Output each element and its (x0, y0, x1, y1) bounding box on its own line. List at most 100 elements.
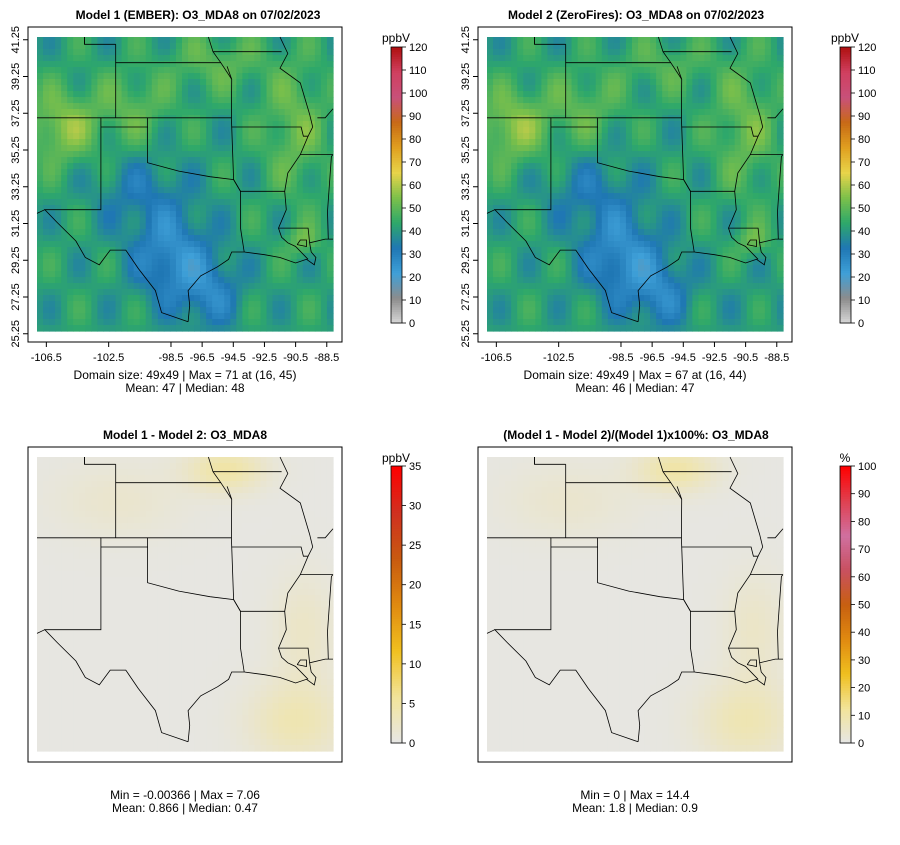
grid-cell (674, 325, 681, 332)
grid-cell (511, 265, 518, 272)
grid-cell (109, 241, 116, 248)
grid-cell (85, 205, 92, 212)
grid-cell (321, 55, 328, 62)
grid-cell (140, 241, 147, 248)
grid-cell (91, 193, 98, 200)
grid-cell (505, 61, 512, 68)
grid-cell (176, 145, 183, 152)
grid-cell (230, 151, 237, 158)
grid-cell (267, 259, 274, 266)
grid-cell (128, 193, 135, 200)
grid-cell (200, 181, 207, 188)
grid-cell (248, 169, 255, 176)
grid-cell (753, 37, 760, 44)
grid-cell (67, 67, 74, 74)
grid-cell (91, 325, 98, 332)
grid-cell (584, 97, 591, 104)
grid-cell (206, 313, 213, 320)
grid-cell (176, 289, 183, 296)
grid-cell (303, 127, 310, 134)
grid-cell (572, 91, 579, 98)
grid-cell (242, 73, 249, 80)
grid-cell (79, 73, 86, 80)
grid-cell (686, 319, 693, 326)
grid-cell (327, 181, 334, 188)
grid-cell (116, 307, 123, 314)
grid-cell (248, 235, 255, 242)
grid-cell (620, 181, 627, 188)
grid-cell (164, 55, 171, 62)
grid-cell (218, 151, 225, 158)
grid-cell (109, 79, 116, 86)
grid-cell (698, 55, 705, 62)
grid-cell (650, 127, 657, 134)
grid-cell (620, 283, 627, 290)
grid-cell (644, 43, 651, 50)
grid-cell (248, 217, 255, 224)
grid-cell (753, 325, 760, 332)
grid-cell (680, 193, 687, 200)
grid-cell (505, 241, 512, 248)
grid-cell (73, 67, 80, 74)
grid-cell (79, 259, 86, 266)
grid-cell (777, 145, 784, 152)
grid-cell (97, 229, 104, 236)
grid-cell (79, 205, 86, 212)
grid-cell (553, 157, 560, 164)
grid-cell (771, 163, 778, 170)
grid-cell (254, 187, 261, 194)
grid-cell (686, 49, 693, 56)
grid-cell (297, 67, 304, 74)
grid-cell (55, 157, 62, 164)
grid-cell (279, 199, 286, 206)
grid-cell (753, 121, 760, 128)
grid-cell (704, 103, 711, 110)
grid-cell (37, 193, 44, 200)
grid-cell (273, 289, 280, 296)
grid-cell (517, 55, 524, 62)
grid-cell (85, 253, 92, 260)
grid-cell (321, 181, 328, 188)
grid-cell (698, 85, 705, 92)
grid-cell (505, 211, 512, 218)
grid-cell (182, 205, 189, 212)
grid-cell (590, 133, 597, 140)
grid-cell (309, 163, 316, 170)
grid-cell (49, 133, 56, 140)
grid-cell (759, 79, 766, 86)
grid-cell (116, 223, 123, 230)
grid-cell (43, 43, 50, 50)
grid-cell (547, 109, 554, 116)
grid-cell (170, 247, 177, 254)
grid-cell (523, 253, 530, 260)
grid-cell (212, 145, 219, 152)
grid-cell (109, 229, 116, 236)
grid-cell (747, 91, 754, 98)
grid-cell (650, 37, 657, 44)
grid-cell (140, 307, 147, 314)
grid-cell (140, 235, 147, 242)
grid-cell (608, 109, 615, 116)
grid-cell (608, 85, 615, 92)
grid-cell (566, 205, 573, 212)
grid-cell (273, 295, 280, 302)
grid-cell (632, 109, 639, 116)
grid-cell (499, 307, 506, 314)
grid-cell (686, 313, 693, 320)
grid-cell (692, 199, 699, 206)
grid-cell (765, 265, 772, 272)
grid-cell (128, 163, 135, 170)
grid-cell (596, 181, 603, 188)
colorbar-tick-label: 30 (409, 249, 421, 261)
grid-cell (759, 271, 766, 278)
grid-cell (230, 259, 237, 266)
grid-cell (686, 61, 693, 68)
grid-cell (584, 61, 591, 68)
grid-cell (505, 217, 512, 224)
grid-cell (553, 295, 560, 302)
grid-cell (765, 193, 772, 200)
grid-cell (327, 265, 334, 272)
grid-cell (566, 97, 573, 104)
grid-cell (267, 37, 274, 44)
grid-cell (158, 151, 165, 158)
